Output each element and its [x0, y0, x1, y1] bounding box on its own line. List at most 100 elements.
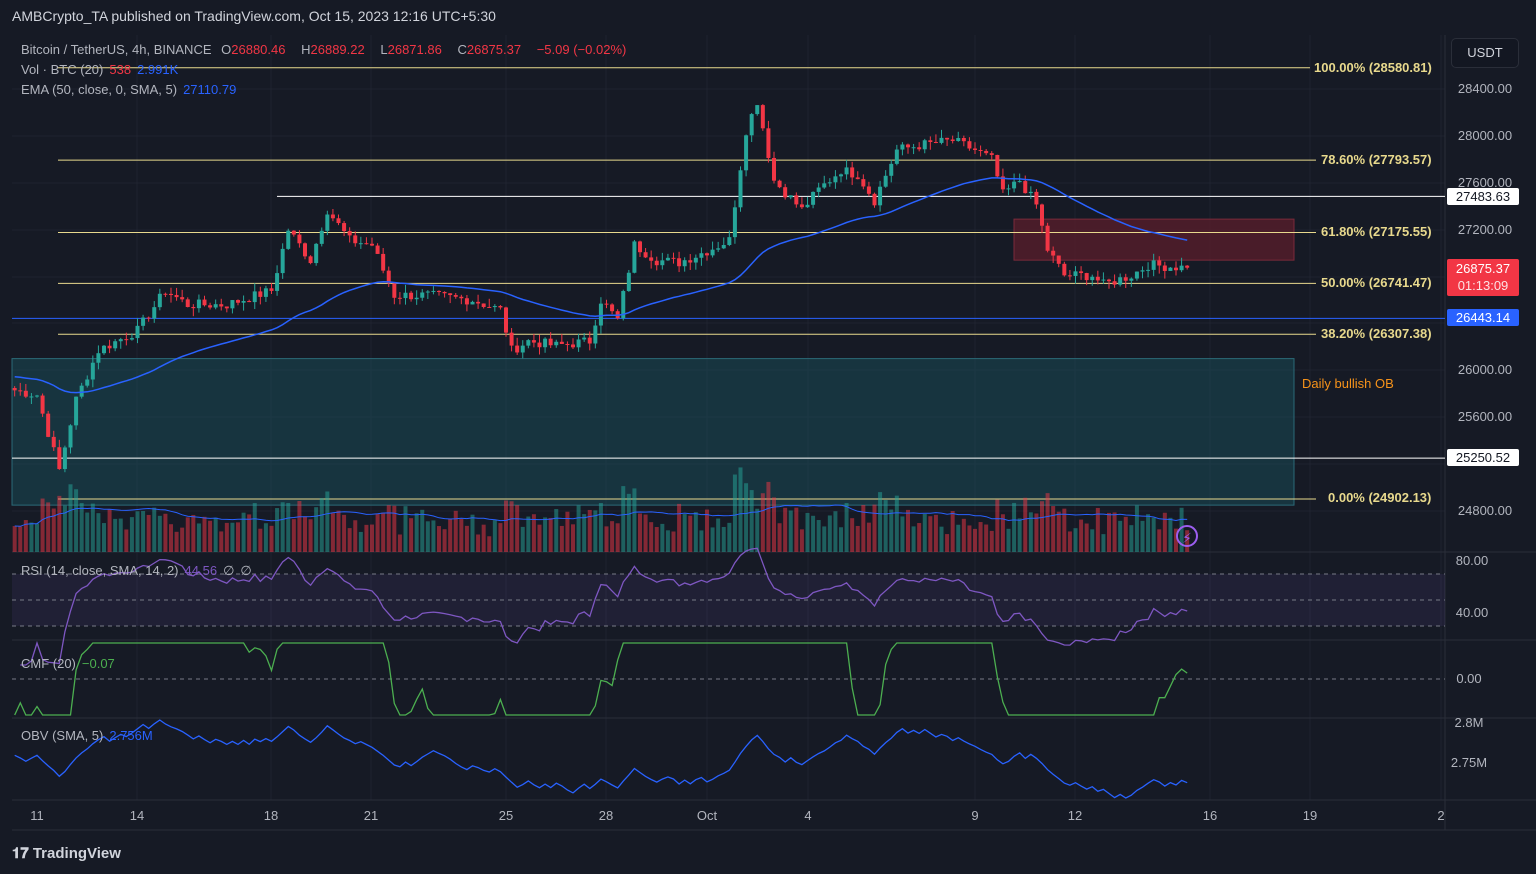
- candle-body: [1134, 271, 1139, 279]
- candle-body: [1162, 265, 1167, 271]
- candle-body: [280, 248, 285, 274]
- volume-bar: [559, 525, 564, 552]
- candle-body: [219, 304, 224, 307]
- rsi-legend[interactable]: RSI (14, close, SMA, 14, 2) 44.56 ∅ ∅: [21, 563, 258, 579]
- candle-body: [414, 297, 419, 300]
- volume-bar: [420, 509, 425, 552]
- candle-body: [716, 248, 721, 250]
- volume-bar: [224, 522, 229, 552]
- candle-body: [677, 258, 682, 267]
- candle-body: [129, 338, 134, 340]
- volume-bar: [906, 509, 910, 552]
- candle-body: [113, 341, 118, 349]
- fib-label-100[interactable]: 100.00% (28580.81): [1314, 60, 1432, 75]
- candle-body: [705, 253, 709, 256]
- candle-body: [626, 272, 631, 292]
- candle-body: [688, 260, 693, 263]
- candle-body: [330, 214, 335, 219]
- volume-bar: [375, 513, 380, 552]
- candle-body: [504, 307, 508, 333]
- obv-value: 2.756M: [109, 728, 153, 743]
- candle-body: [174, 294, 179, 298]
- volume-bar: [543, 517, 548, 552]
- candle-body: [576, 339, 581, 348]
- fib-label-0[interactable]: 0.00% (24902.13): [1328, 490, 1432, 505]
- candle-body: [1107, 279, 1111, 282]
- fib-label-50[interactable]: 50.00% (26741.47): [1321, 275, 1432, 290]
- candle-body: [1129, 278, 1134, 281]
- volume-bar: [425, 521, 430, 552]
- price-tick: 24800.00: [1457, 503, 1513, 518]
- volume-bar: [1162, 512, 1167, 552]
- fib-label-78.6[interactable]: 78.60% (27793.57): [1321, 152, 1432, 167]
- volume-bar: [565, 511, 570, 552]
- candle-body: [643, 252, 648, 258]
- cmf-legend[interactable]: CMF (20) −0.07: [21, 656, 121, 671]
- candle-body: [370, 243, 374, 246]
- volume-bar: [649, 522, 654, 552]
- volume-bar: [1084, 523, 1089, 552]
- candle-body: [1062, 263, 1067, 276]
- candle-body: [799, 204, 804, 208]
- obv-line: [14, 719, 1188, 799]
- low-value: 26871.86: [387, 42, 442, 57]
- candle-body: [537, 342, 542, 348]
- candle-body: [68, 425, 73, 448]
- candle-body: [638, 241, 642, 253]
- volume-bar: [453, 510, 458, 552]
- candle-body: [180, 297, 185, 300]
- candle-body: [593, 325, 598, 344]
- volume-bar: [989, 530, 994, 552]
- candle-body: [967, 141, 972, 149]
- candle-body: [1017, 181, 1022, 183]
- candle-body: [922, 140, 927, 150]
- obv-tick: 2.75M: [1450, 755, 1488, 770]
- candle-body: [1034, 191, 1039, 205]
- currency-button[interactable]: USDT: [1451, 38, 1519, 68]
- volume-bar: [665, 530, 670, 552]
- candle-body: [855, 177, 860, 180]
- lightning-icon[interactable]: ⚡: [1176, 525, 1198, 547]
- fib-label-38.2[interactable]: 38.20% (26307.38): [1321, 326, 1432, 341]
- volume-bar: [1062, 508, 1067, 552]
- candle-body: [1000, 176, 1005, 190]
- candle-body: [1112, 281, 1117, 285]
- volume-bar: [654, 527, 659, 552]
- volume-bar: [1157, 529, 1162, 552]
- candle-body: [788, 195, 793, 198]
- volume-bar: [766, 481, 771, 552]
- fib-label-61.8[interactable]: 61.80% (27175.55): [1321, 224, 1432, 239]
- volume-bar: [459, 519, 464, 552]
- volume-bar: [1090, 529, 1095, 552]
- volume-bar: [1134, 505, 1139, 552]
- symbol-name[interactable]: Bitcoin / TetherUS, 4h, BINANCE: [21, 42, 212, 57]
- volume-legend[interactable]: Vol · BTC (20) 538 2.991K: [21, 62, 184, 77]
- obv-legend[interactable]: OBV (SMA, 5) 2.756M: [21, 728, 159, 743]
- candle-body: [738, 170, 743, 208]
- volume-bar: [554, 509, 559, 552]
- last-price: 26875.37: [1455, 261, 1511, 276]
- volume-bar: [783, 507, 788, 552]
- volume-bar: [961, 518, 966, 552]
- volume-bar: [593, 510, 598, 552]
- volume-bar: [582, 514, 587, 552]
- candle-body: [900, 144, 905, 150]
- candle-body: [487, 306, 492, 308]
- candle-body: [710, 249, 715, 256]
- bullish-ob-label[interactable]: Daily bullish OB: [1302, 376, 1394, 391]
- candle-body: [437, 290, 441, 292]
- candle-body: [1023, 181, 1028, 194]
- time-tick: 16: [1202, 808, 1218, 823]
- candle-body: [861, 179, 866, 187]
- candle-body: [481, 303, 486, 307]
- candle-body: [107, 345, 112, 349]
- candle-body: [732, 207, 737, 238]
- candle-body: [135, 325, 140, 339]
- candle-body: [386, 270, 391, 284]
- volume-bar: [102, 523, 106, 552]
- candle-body: [40, 395, 45, 414]
- tradingview-logo[interactable]: 𝟏𝟕 TradingView: [12, 845, 121, 862]
- volume-bar: [638, 513, 642, 552]
- ema-legend[interactable]: EMA (50, close, 0, SMA, 5) 27110.79: [21, 82, 242, 97]
